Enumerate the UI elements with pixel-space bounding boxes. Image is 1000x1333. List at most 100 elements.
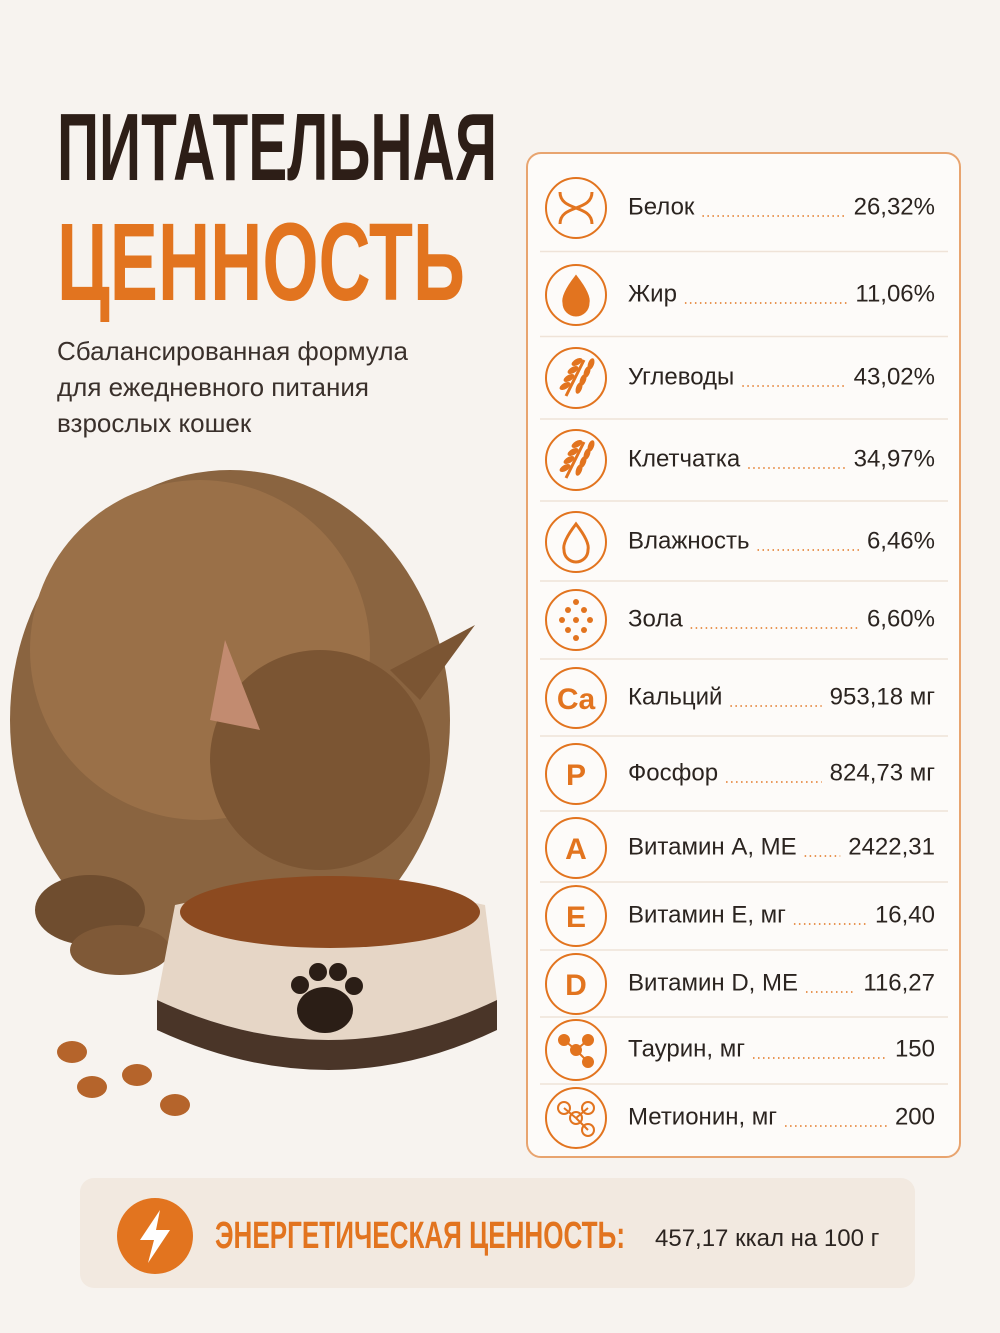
icon-drop [562,274,590,317]
nutrient-icon [545,1019,607,1081]
icon-dot [573,599,579,605]
icon-dot [559,617,565,623]
energy-value: 457,17 ккал на 100 г [655,1225,880,1252]
icon-dot [581,627,587,633]
nutrient-name: Белок [628,193,695,220]
nutrient-icon: A [545,817,607,879]
nutrient-value: 6,60% [867,605,935,632]
nutrient-value: 11,06% [855,280,935,307]
nutrient-name: Зола [628,605,683,632]
nutrient-icon: E [545,885,607,947]
nutrient-value: 953,18 мг [830,683,936,710]
icon-ring [545,953,607,1015]
icon-ring [545,589,607,651]
icon-ring [545,743,607,805]
nutrient-name: Фосфор [628,759,718,786]
icon-grain [563,456,575,464]
nutrient-value: 34,97% [854,445,935,472]
nutrient-value: 824,73 мг [830,759,936,786]
icon-atom [581,1123,595,1137]
icon-atom [558,1034,570,1046]
icon-letter: E [566,901,586,934]
icon-grain [571,440,583,448]
energy-icon-bolt [140,1210,170,1263]
subtitle: для ежедневного питания [57,372,369,402]
nutrient-panel [526,152,961,1158]
nutrient-name: Влажность [628,527,750,554]
nutrient-icon [545,264,607,326]
icon-ring [545,667,607,729]
icon-ring [545,347,607,409]
nutrient-name: Витамин Е, мг [628,901,786,928]
nutrient-value: 26,32% [854,193,935,220]
icon-ring [545,511,607,573]
nutrient-name: Жир [628,280,677,307]
icon-grain [567,448,579,456]
icon-stem [564,359,586,397]
nutrient-value: 43,02% [854,363,935,390]
icon-helix [558,191,594,225]
energy-bar [80,1178,915,1288]
icon-grain [587,440,595,452]
icon-letter: Ca [557,683,596,716]
nutrient-icon: P [545,743,607,805]
icon-atom [569,1111,583,1125]
nutrient-value: 16,40 [875,901,935,928]
icon-atom [557,1101,571,1115]
icon-stem [564,441,586,479]
icon-atom [582,1034,594,1046]
icon-letter: A [565,833,587,866]
nutrient-icon [545,1087,607,1149]
icon-dot [581,607,587,613]
nutrient-name: Таурин, мг [628,1035,745,1062]
icon-ring [545,429,607,491]
icon-grain [587,358,595,370]
icon-dot [573,617,579,623]
cat-illustration [10,470,497,1116]
nutrient-icon: D [545,953,607,1015]
icon-grain [559,464,571,472]
icon-ring [545,1087,607,1149]
nutrient-value: 150 [895,1035,935,1062]
nutrient-name: Метионин, мг [628,1103,777,1130]
icon-letter: P [566,759,586,792]
title-line2: ЦЕННОСТЬ [57,201,465,324]
icon-grain [571,358,583,366]
subtitle: Сбалансированная формула [57,336,409,366]
nutrient-icon [545,177,607,239]
nutrient-icon [545,511,607,573]
icon-grain [559,382,571,390]
nutrient-value: 2422,31 [848,833,935,860]
icon-ring [545,264,607,326]
nutrient-value: 200 [895,1103,935,1130]
icon-bond [575,1117,589,1131]
nutrient-name: Углеводы [628,363,734,390]
icon-ring [545,1019,607,1081]
icon-atom [581,1101,595,1115]
icon-letter: D [565,969,587,1002]
icon-drop [562,521,590,564]
icon-dot [573,635,579,641]
icon-ring [545,885,607,947]
nutrient-icon: Ca [545,667,607,729]
nutrient-icon [545,347,607,409]
icon-dot [565,627,571,633]
icon-ring [545,177,607,239]
icon-grain [563,374,575,382]
nutrient-value: 6,46% [867,527,935,554]
nutrient-name: Клетчатка [628,445,741,472]
nutrient-name: Витамин D, МЕ [628,969,798,996]
icon-atom [582,1056,594,1068]
nutrient-name: Кальций [628,683,722,710]
icon-ring [545,817,607,879]
icon-dot [565,607,571,613]
icon-bond [575,1107,589,1119]
nutrient-icon [545,429,607,491]
icon-grain [567,366,579,374]
subtitle: взрослых кошек [57,408,252,438]
title-line1: ПИТАТЕЛЬНАЯ [57,94,497,201]
nutrient-name: Витамин А, МЕ [628,833,797,860]
energy-label: ЭНЕРГЕТИЧЕСКАЯ ЦЕННОСТЬ: [215,1215,625,1257]
nutrient-value: 116,27 [863,969,935,996]
